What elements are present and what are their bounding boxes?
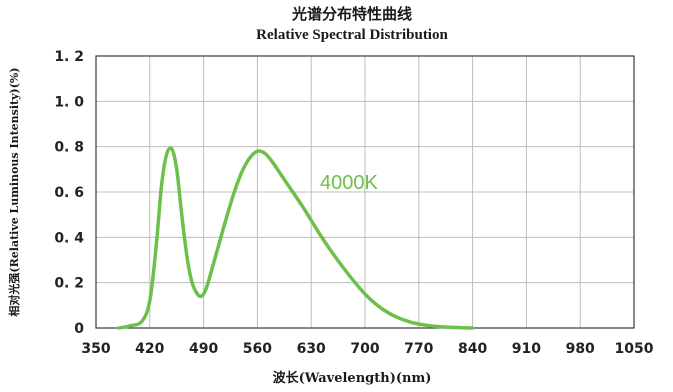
y-tick-label: 0. 6	[54, 185, 84, 201]
x-axis-label: 波长(Wavelength)(nm)	[273, 370, 432, 386]
series-line	[117, 146, 475, 330]
chart-subtitle: Relative Spectral Distribution	[256, 27, 448, 43]
x-tick-label: 980	[566, 341, 595, 357]
series-label: 4000K	[320, 172, 378, 194]
y-tick-label: 0	[74, 321, 84, 337]
x-tick-label: 560	[243, 341, 272, 357]
y-tick-labels: 0 0. 2 0. 4 0. 6 0. 8 1. 0 1. 2	[54, 49, 84, 337]
y-axis-label: 相对光强(Relative Luminous Intensity)(%)	[7, 67, 21, 316]
series-group: 4000K	[117, 146, 475, 330]
x-tick-label: 840	[458, 341, 487, 357]
x-tick-label: 490	[189, 341, 218, 357]
x-tick-label: 1050	[615, 341, 654, 357]
chart-title: 光谱分布特性曲线	[291, 5, 412, 23]
x-tick-label: 420	[135, 341, 164, 357]
y-tick-label: 1. 0	[54, 94, 84, 110]
plot-frame	[95, 55, 635, 329]
x-tick-label: 910	[512, 341, 541, 357]
x-tick-labels: 350 420 490 560 630 700 770 840 910 980 1050	[81, 341, 653, 357]
x-tick-label: 770	[404, 341, 433, 357]
y-tick-label: 0. 8	[54, 140, 84, 156]
x-tick-label: 700	[350, 341, 379, 357]
x-tick-label: 630	[297, 341, 326, 357]
x-tick-label: 350	[81, 341, 110, 357]
y-tick-label: 0. 4	[54, 230, 84, 246]
y-tick-label: 1. 2	[54, 49, 84, 65]
y-tick-label: 0. 2	[54, 276, 84, 292]
